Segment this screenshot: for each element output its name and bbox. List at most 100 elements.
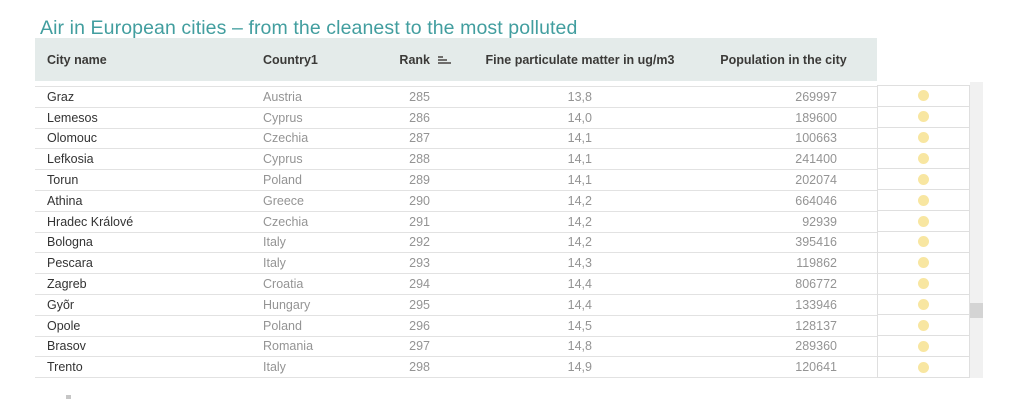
- cell-country[interactable]: Italy: [263, 235, 286, 250]
- cell-country[interactable]: Italy: [263, 256, 286, 271]
- cell-rank[interactable]: 291: [409, 214, 430, 229]
- table-row[interactable]: Lemesos Cyprus 286 14,0 189600: [35, 108, 877, 129]
- cell-country[interactable]: Poland: [263, 318, 302, 333]
- cell-rank[interactable]: 286: [409, 110, 430, 125]
- cell-population[interactable]: 806772: [795, 277, 837, 292]
- cell-city[interactable]: Bologna: [47, 235, 93, 250]
- cell-pm[interactable]: 14,1: [567, 173, 592, 188]
- cell-pm[interactable]: 14,0: [567, 110, 592, 125]
- cell-country[interactable]: Cyprus: [263, 152, 303, 167]
- marker-cell[interactable]: [878, 190, 969, 212]
- marker-cell[interactable]: [878, 169, 969, 191]
- table-row[interactable]: Bologna Italy 292 14,2 395416: [35, 233, 877, 254]
- cell-pm[interactable]: 14,8: [567, 339, 592, 354]
- table-row[interactable]: Athina Greece 290 14,2 664046: [35, 191, 877, 212]
- cell-population[interactable]: 269997: [795, 89, 837, 104]
- column-header-city-name[interactable]: City name: [47, 52, 107, 67]
- table-row[interactable]: Olomouc Czechia 287 14,1 100663: [35, 129, 877, 150]
- marker-cell[interactable]: [878, 86, 969, 107]
- marker-cell[interactable]: [878, 107, 969, 128]
- vertical-scrollbar-thumb[interactable]: [970, 303, 983, 318]
- cell-city[interactable]: Trento: [47, 360, 83, 375]
- table-row[interactable]: Opole Poland 296 14,5 128137: [35, 316, 877, 337]
- cell-country[interactable]: Hungary: [263, 297, 311, 312]
- cell-city[interactable]: Olomouc: [47, 131, 98, 146]
- cell-population[interactable]: 241400: [795, 152, 837, 167]
- cell-country[interactable]: Austria: [263, 89, 302, 104]
- table-row[interactable]: Pescara Italy 293 14,3 119862: [35, 253, 877, 275]
- cell-pm[interactable]: 14,3: [567, 256, 592, 271]
- table-row[interactable]: Graz Austria 285 13,8 269997: [35, 87, 877, 108]
- cell-rank[interactable]: 295: [409, 297, 430, 312]
- table-row[interactable]: Trento Italy 298 14,9 120641: [35, 357, 877, 379]
- cell-country[interactable]: Czechia: [263, 131, 309, 146]
- cell-pm[interactable]: 14,2: [567, 214, 592, 229]
- cell-rank[interactable]: 292: [409, 235, 430, 250]
- cell-country[interactable]: Poland: [263, 173, 302, 188]
- marker-cell[interactable]: [878, 336, 969, 358]
- cell-city[interactable]: Athina: [47, 193, 83, 208]
- vertical-scrollbar[interactable]: [970, 82, 983, 378]
- cell-population[interactable]: 128137: [795, 318, 837, 333]
- cell-pm[interactable]: 14,4: [567, 297, 592, 312]
- cell-country[interactable]: Cyprus: [263, 110, 303, 125]
- cell-population[interactable]: 100663: [795, 131, 837, 146]
- marker-cell[interactable]: [878, 274, 969, 295]
- cell-pm[interactable]: 14,2: [567, 193, 592, 208]
- cell-rank[interactable]: 294: [409, 277, 430, 292]
- cell-population[interactable]: 395416: [795, 235, 837, 250]
- cell-pm[interactable]: 14,1: [567, 152, 592, 167]
- cell-country[interactable]: Greece: [263, 193, 304, 208]
- cell-population[interactable]: 664046: [795, 193, 837, 208]
- cell-rank[interactable]: 293: [409, 256, 430, 271]
- cell-rank[interactable]: 287: [409, 131, 430, 146]
- column-header-rank[interactable]: Rank: [380, 53, 451, 67]
- horizontal-scrollbar-thumb[interactable]: [66, 395, 71, 399]
- cell-city[interactable]: Opole: [47, 318, 81, 333]
- cell-city[interactable]: Torun: [47, 173, 79, 188]
- cell-pm[interactable]: 14,1: [567, 131, 592, 146]
- column-header-population[interactable]: Population in the city: [720, 52, 847, 67]
- cell-city[interactable]: Lemesos: [47, 110, 98, 125]
- cell-country[interactable]: Italy: [263, 360, 286, 375]
- cell-population[interactable]: 133946: [795, 297, 837, 312]
- cell-city[interactable]: Pescara: [47, 256, 93, 271]
- cell-rank[interactable]: 289: [409, 173, 430, 188]
- cell-city[interactable]: Gyõr: [47, 297, 75, 312]
- cell-population[interactable]: 289360: [795, 339, 837, 354]
- cell-population[interactable]: 119862: [796, 256, 837, 271]
- cell-rank[interactable]: 297: [409, 339, 430, 354]
- cell-rank[interactable]: 288: [409, 152, 430, 167]
- column-header-fine-particulate-matter[interactable]: Fine particulate matter in ug/m3: [485, 52, 675, 67]
- marker-cell[interactable]: [878, 128, 969, 149]
- cell-pm[interactable]: 13,8: [567, 89, 592, 104]
- cell-pm[interactable]: 14,9: [567, 360, 592, 375]
- cell-country[interactable]: Czechia: [263, 214, 309, 229]
- cell-population[interactable]: 189600: [795, 110, 837, 125]
- column-header-country[interactable]: Country1: [263, 52, 318, 67]
- marker-cell[interactable]: [878, 357, 969, 377]
- marker-cell[interactable]: [878, 149, 969, 170]
- cell-pm[interactable]: 14,5: [567, 318, 592, 333]
- cell-city[interactable]: Graz: [47, 89, 75, 104]
- sort-ascending-icon[interactable]: [438, 55, 451, 64]
- marker-cell[interactable]: [878, 232, 969, 253]
- table-row[interactable]: Lefkosia Cyprus 288 14,1 241400: [35, 149, 877, 171]
- marker-cell[interactable]: [878, 315, 969, 337]
- cell-rank[interactable]: 298: [409, 360, 430, 375]
- cell-city[interactable]: Brasov: [47, 339, 86, 354]
- table-row[interactable]: Gyõr Hungary 295 14,4 133946: [35, 295, 877, 316]
- cell-country[interactable]: Croatia: [263, 277, 304, 292]
- cell-rank[interactable]: 296: [409, 318, 430, 333]
- cell-city[interactable]: Zagreb: [47, 277, 87, 292]
- table-row[interactable]: Brasov Romania 297 14,8 289360: [35, 337, 877, 358]
- table-row[interactable]: Zagreb Croatia 294 14,4 806772: [35, 274, 877, 295]
- cell-pm[interactable]: 14,2: [567, 235, 592, 250]
- table-row[interactable]: Torun Poland 289 14,1 202074: [35, 170, 877, 191]
- marker-cell[interactable]: [878, 253, 969, 274]
- marker-cell[interactable]: [878, 295, 969, 316]
- cell-rank[interactable]: 285: [409, 89, 430, 104]
- cell-population[interactable]: 120641: [795, 360, 837, 375]
- cell-city[interactable]: Lefkosia: [47, 152, 94, 167]
- cell-population[interactable]: 202074: [795, 173, 837, 188]
